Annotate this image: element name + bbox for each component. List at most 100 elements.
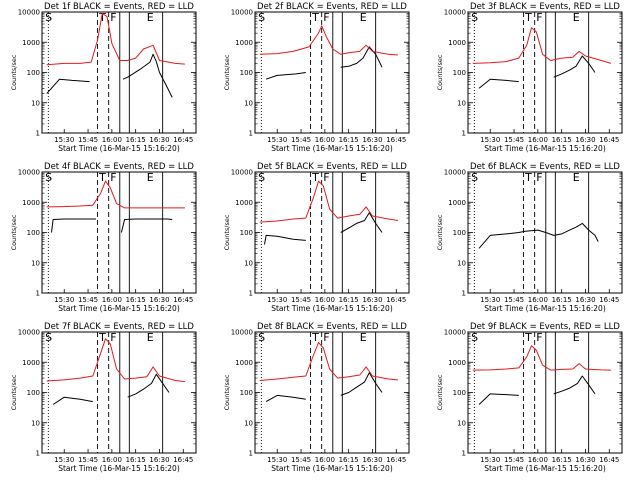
series-line-black <box>478 222 599 249</box>
y-tick-label: 10000 <box>18 169 40 177</box>
interval-marker-e: E <box>147 11 154 24</box>
plot-frame <box>41 11 197 134</box>
x-tick-label: 16:30 <box>149 136 169 144</box>
x-tick-label: 15:45 <box>504 136 524 144</box>
panel-title: Det 2f BLACK = Events, RED = LLD <box>257 2 407 12</box>
y-tick-label: 100 <box>240 69 253 77</box>
x-tick-label: 15:30 <box>480 456 500 464</box>
interval-marker-s: S <box>45 331 52 344</box>
x-tick-label: 16:45 <box>599 296 619 304</box>
interval-marker-s: S <box>258 171 265 184</box>
y-tick-label: 1000 <box>22 359 40 367</box>
y-tick-label: 1000 <box>22 39 40 47</box>
interval-marker-e: E <box>360 171 367 184</box>
x-tick-label: 16:00 <box>102 136 122 144</box>
y-axis-label: Counts/sec <box>10 54 18 90</box>
x-tick-label: 16:00 <box>315 456 335 464</box>
series-line-black <box>265 372 383 403</box>
y-tick-label: 10000 <box>18 9 40 17</box>
x-tick-label: 16:15 <box>339 136 359 144</box>
x-tick-label: 15:30 <box>54 296 74 304</box>
x-tick-label: 15:45 <box>78 136 98 144</box>
detector-panel-9: Det 9f BLACK = Events, RED = LLD 1 10 100 10… <box>436 322 623 473</box>
interval-marker-e: E <box>360 331 367 344</box>
y-tick-label: 1 <box>36 130 40 138</box>
x-axis-label: Start Time (16-Mar-15 15:16:20) <box>58 304 180 313</box>
interval-marker-t: T <box>98 171 106 184</box>
x-tick-label: 16:00 <box>528 136 548 144</box>
y-tick-label: 1 <box>462 290 466 298</box>
y-tick-label: 1 <box>249 130 253 138</box>
interval-marker-s: S <box>45 11 52 24</box>
plot-frame <box>467 331 623 454</box>
x-tick-label: 16:45 <box>173 136 193 144</box>
y-tick-label: 10000 <box>231 9 253 17</box>
y-tick-label: 100 <box>27 69 40 77</box>
x-tick-label: 15:30 <box>480 296 500 304</box>
y-tick-label: 10 <box>244 419 253 427</box>
panel-title: Det 7f BLACK = Events, RED = LLD <box>44 322 194 332</box>
x-tick-label: 15:45 <box>78 456 98 464</box>
y-tick-label: 1000 <box>235 359 253 367</box>
interval-marker-s: S <box>258 11 265 24</box>
y-axis-label: Counts/sec <box>10 214 18 250</box>
x-tick-label: 15:45 <box>291 456 311 464</box>
panel-title: Det 1f BLACK = Events, RED = LLD <box>44 2 194 12</box>
x-tick-label: 16:30 <box>575 456 595 464</box>
panel-title: Det 4f BLACK = Events, RED = LLD <box>44 162 194 172</box>
interval-marker-t: T <box>524 171 532 184</box>
x-tick-label: 16:15 <box>339 456 359 464</box>
y-tick-label: 100 <box>240 229 253 237</box>
series-line-red <box>259 342 398 381</box>
x-tick-label: 16:45 <box>386 456 406 464</box>
y-tick-label: 1 <box>36 450 40 458</box>
x-tick-label: 16:00 <box>528 456 548 464</box>
x-tick-label: 16:30 <box>575 296 595 304</box>
series-line-black <box>265 46 383 80</box>
x-tick-label: 15:30 <box>267 136 287 144</box>
series-line-red <box>259 180 398 223</box>
x-tick-label: 15:45 <box>78 296 98 304</box>
series-line-black <box>46 53 173 98</box>
interval-marker-t: T <box>98 11 106 24</box>
y-tick-label: 10 <box>457 99 466 107</box>
y-tick-label: 1000 <box>448 359 466 367</box>
y-tick-label: 1 <box>462 130 466 138</box>
detector-panel-7: Det 7f BLACK = Events, RED = LLD 1 10 100 10… <box>10 322 197 473</box>
interval-marker-f: F <box>536 171 542 184</box>
interval-marker-t: T <box>311 171 319 184</box>
x-tick-label: 15:45 <box>291 296 311 304</box>
plot-frame <box>254 171 410 294</box>
x-tick-label: 16:45 <box>386 296 406 304</box>
x-tick-label: 16:00 <box>528 296 548 304</box>
interval-marker-t: T <box>311 331 319 344</box>
interval-marker-t: T <box>311 11 319 24</box>
x-tick-label: 16:15 <box>126 456 146 464</box>
x-tick-label: 16:00 <box>102 296 122 304</box>
y-tick-label: 100 <box>27 229 40 237</box>
x-tick-label: 16:15 <box>552 456 572 464</box>
x-tick-label: 16:45 <box>173 296 193 304</box>
x-tick-label: 15:30 <box>54 456 74 464</box>
x-tick-label: 16:45 <box>599 456 619 464</box>
panel-title: Det 8f BLACK = Events, RED = LLD <box>257 322 407 332</box>
x-tick-label: 15:30 <box>480 136 500 144</box>
y-tick-label: 1000 <box>22 199 40 207</box>
y-tick-label: 100 <box>27 389 40 397</box>
interval-marker-s: S <box>471 171 478 184</box>
interval-marker-s: S <box>471 331 478 344</box>
y-axis-label: Counts/sec <box>223 54 231 90</box>
interval-marker-s: S <box>471 11 478 24</box>
panel-title: Det 5f BLACK = Events, RED = LLD <box>257 162 407 172</box>
x-tick-label: 16:45 <box>173 456 193 464</box>
interval-marker-f: F <box>323 171 329 184</box>
detector-panel-2: Det 2f BLACK = Events, RED = LLD 1 10 100 10… <box>223 2 410 153</box>
x-tick-label: 16:15 <box>126 136 146 144</box>
y-tick-label: 10 <box>31 419 40 427</box>
detector-panel-8: Det 8f BLACK = Events, RED = LLD 1 10 100 10… <box>223 322 410 473</box>
y-axis-label: Counts/sec <box>223 214 231 250</box>
interval-marker-e: E <box>573 11 580 24</box>
series-line-black <box>478 375 596 405</box>
series-line-black <box>478 55 596 89</box>
y-tick-label: 1 <box>249 450 253 458</box>
